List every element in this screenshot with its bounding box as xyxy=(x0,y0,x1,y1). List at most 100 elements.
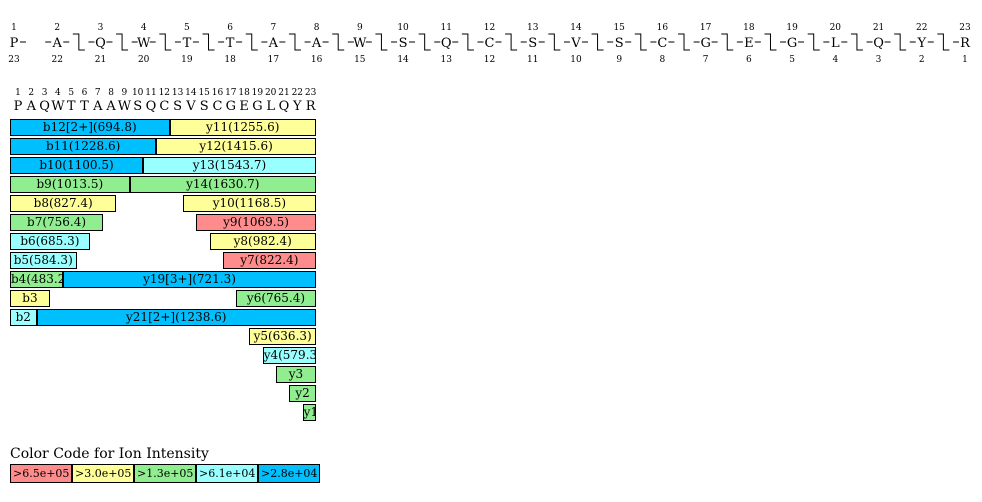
map-residue: L xyxy=(831,36,840,51)
map-residue: W xyxy=(137,36,151,51)
b-break-mark xyxy=(721,33,728,42)
fragment-sequence-map: 1P232A223Q214W205T196T187A178A169W1510S1… xyxy=(8,23,971,65)
legend-item-yellow: >3.0e+05 xyxy=(72,464,134,483)
residue-index: 8 xyxy=(108,88,114,98)
map-index-bottom: 16 xyxy=(311,55,323,65)
residue-letter: S xyxy=(173,99,183,114)
map-index-bottom: 3 xyxy=(876,55,882,65)
y-break-mark xyxy=(467,42,474,51)
map-residue: Q xyxy=(441,36,452,51)
y-break-mark xyxy=(121,42,129,51)
b-ion-bar: b12[2+](694.8) xyxy=(10,119,170,136)
residue-letter: E xyxy=(239,99,249,114)
y-break-mark xyxy=(553,42,561,51)
residue-letter: S xyxy=(199,99,209,114)
y-ion-bar: y9(1069.5) xyxy=(196,214,316,231)
y-break-mark xyxy=(856,42,863,51)
map-index-bottom: 17 xyxy=(268,55,280,65)
map-index-top: 18 xyxy=(743,23,755,33)
y-break-mark xyxy=(78,42,85,51)
residue-letter: A xyxy=(106,99,116,114)
residue-letter: S xyxy=(133,99,143,114)
y-ion-bar: y12(1415.6) xyxy=(156,138,316,155)
b-break-mark xyxy=(116,33,123,42)
map-index-bottom: 5 xyxy=(789,55,795,65)
map-index-bottom: 13 xyxy=(441,55,453,65)
residue-letter: G xyxy=(225,99,236,114)
map-residue: Q xyxy=(873,36,884,51)
residue-letter: R xyxy=(305,99,316,114)
map-index-top: 4 xyxy=(141,23,147,33)
residue-letter: P xyxy=(13,99,23,114)
map-index-bottom: 4 xyxy=(832,55,838,65)
residue-index: 17 xyxy=(225,88,237,98)
map-index-bottom: 8 xyxy=(660,55,666,65)
legend-item-green: >1.3e+05 xyxy=(134,464,196,483)
map-index-top: 3 xyxy=(98,23,104,33)
map-residue: G xyxy=(787,36,797,51)
map-index-bottom: 15 xyxy=(354,55,366,65)
map-index-top: 12 xyxy=(484,23,495,33)
residue-index: 13 xyxy=(171,88,184,98)
residue-letter: W xyxy=(117,99,132,114)
map-residue: P xyxy=(10,36,19,51)
residue-index: 9 xyxy=(121,88,128,98)
residue-index: 16 xyxy=(211,88,224,98)
legend-title: Color Code for Ion Intensity xyxy=(10,446,209,462)
b-ion-bar: b7(756.4) xyxy=(10,214,104,231)
b-ion-bar: b3 xyxy=(10,290,50,307)
y-break-mark xyxy=(769,42,777,51)
b-break-mark xyxy=(159,33,166,42)
intensity-legend: >6.5e+05 >3.0e+05 >1.3e+05 >6.1e+04 >2.8e+04 xyxy=(10,464,320,483)
residue-letter: W xyxy=(51,99,65,114)
b-break-mark xyxy=(807,33,815,42)
b-break-mark xyxy=(418,33,426,42)
residue-letter: L xyxy=(266,99,276,114)
residue-index: 1 xyxy=(15,88,21,98)
map-index-bottom: 2 xyxy=(919,55,925,65)
y-break-mark xyxy=(640,42,647,51)
residue-index: 3 xyxy=(41,88,48,98)
map-index-top: 23 xyxy=(959,23,971,33)
b-ion-bar: b10(1100.5) xyxy=(10,157,143,174)
residue-index: 18 xyxy=(238,88,250,98)
y-ion-bar: y2 xyxy=(289,385,316,402)
map-index-bottom: 9 xyxy=(616,55,622,65)
y-break-mark xyxy=(683,42,691,51)
map-residue: E xyxy=(744,36,754,51)
b-break-mark xyxy=(894,33,901,42)
y-ion-bar: y10(1168.5) xyxy=(182,195,316,212)
y-break-mark xyxy=(164,42,172,51)
map-index-top: 14 xyxy=(570,23,582,33)
map-index-bottom: 11 xyxy=(527,55,538,65)
y-break-mark xyxy=(813,42,820,51)
b-ion-bar: b4(483.2) xyxy=(10,271,64,288)
y-ion-bar: y4(579.3) xyxy=(262,347,316,364)
b-break-mark xyxy=(332,33,339,42)
residue-letter: G xyxy=(252,99,263,114)
map-index-bottom: 21 xyxy=(95,55,106,65)
b-break-mark xyxy=(850,33,858,42)
residue-letter: V xyxy=(186,99,196,114)
residue-index: 21 xyxy=(278,88,290,98)
map-index-bottom: 20 xyxy=(138,55,150,65)
map-index-top: 16 xyxy=(657,23,669,33)
residue-letter: Q xyxy=(145,99,157,114)
b-ion-bar: b6(685.3) xyxy=(10,233,90,250)
b-break-mark xyxy=(202,33,210,42)
y-ion-bar: y3 xyxy=(276,366,316,383)
map-index-bottom: 23 xyxy=(8,55,20,65)
b-break-mark xyxy=(591,33,599,42)
y-break-mark xyxy=(208,42,215,51)
map-index-bottom: 1 xyxy=(962,55,968,65)
map-residue: T xyxy=(183,36,192,51)
residue-index: 10 xyxy=(131,88,144,98)
map-residue: A xyxy=(268,36,279,51)
y-ion-bar: y6(765.4) xyxy=(236,290,316,307)
legend-item-red: >6.5e+05 xyxy=(10,464,72,483)
y-break-mark xyxy=(294,42,301,51)
b-break-mark xyxy=(245,33,253,42)
b-break-mark xyxy=(375,33,382,42)
b-break-mark xyxy=(288,33,296,42)
residue-index: 19 xyxy=(251,88,264,98)
